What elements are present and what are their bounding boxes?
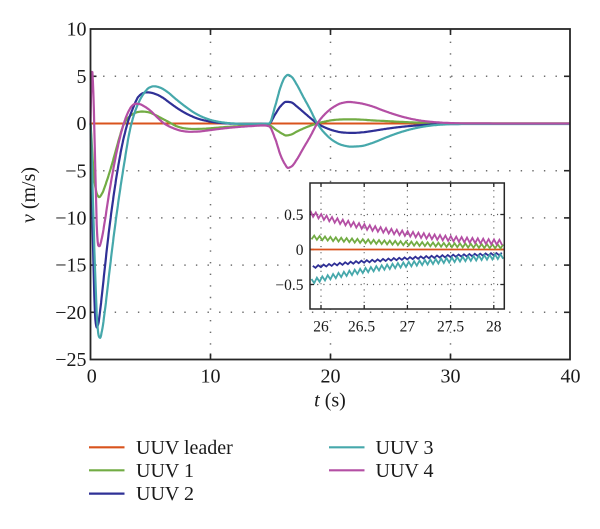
svg-text:−5: −5 xyxy=(65,160,86,182)
svg-text:−15: −15 xyxy=(55,255,86,277)
svg-text:−20: −20 xyxy=(55,302,86,324)
svg-text:v (m/s): v (m/s) xyxy=(18,167,40,223)
svg-text:27.5: 27.5 xyxy=(437,319,464,336)
svg-text:0.5: 0.5 xyxy=(284,207,304,224)
svg-text:5: 5 xyxy=(77,66,87,88)
svg-text:−10: −10 xyxy=(55,208,86,230)
svg-text:26.5: 26.5 xyxy=(348,319,375,336)
svg-text:10: 10 xyxy=(201,366,221,388)
svg-text:−25: −25 xyxy=(55,349,86,371)
svg-text:26: 26 xyxy=(313,319,329,336)
svg-text:30: 30 xyxy=(441,366,461,388)
svg-text:UUV 1: UUV 1 xyxy=(136,460,194,482)
svg-text:0: 0 xyxy=(87,366,97,388)
svg-text:27: 27 xyxy=(400,319,416,336)
svg-text:UUV leader: UUV leader xyxy=(136,437,233,459)
svg-text:−0.5: −0.5 xyxy=(275,277,303,294)
svg-text:UUV 3: UUV 3 xyxy=(376,437,434,459)
svg-text:t (s): t (s) xyxy=(314,390,346,412)
svg-text:28: 28 xyxy=(486,319,502,336)
svg-text:UUV 4: UUV 4 xyxy=(376,460,434,482)
svg-text:10: 10 xyxy=(67,19,87,41)
svg-text:0: 0 xyxy=(77,113,87,135)
svg-text:UUV 2: UUV 2 xyxy=(136,483,194,505)
svg-text:0: 0 xyxy=(296,242,304,259)
svg-text:40: 40 xyxy=(561,366,581,388)
svg-text:20: 20 xyxy=(321,366,341,388)
